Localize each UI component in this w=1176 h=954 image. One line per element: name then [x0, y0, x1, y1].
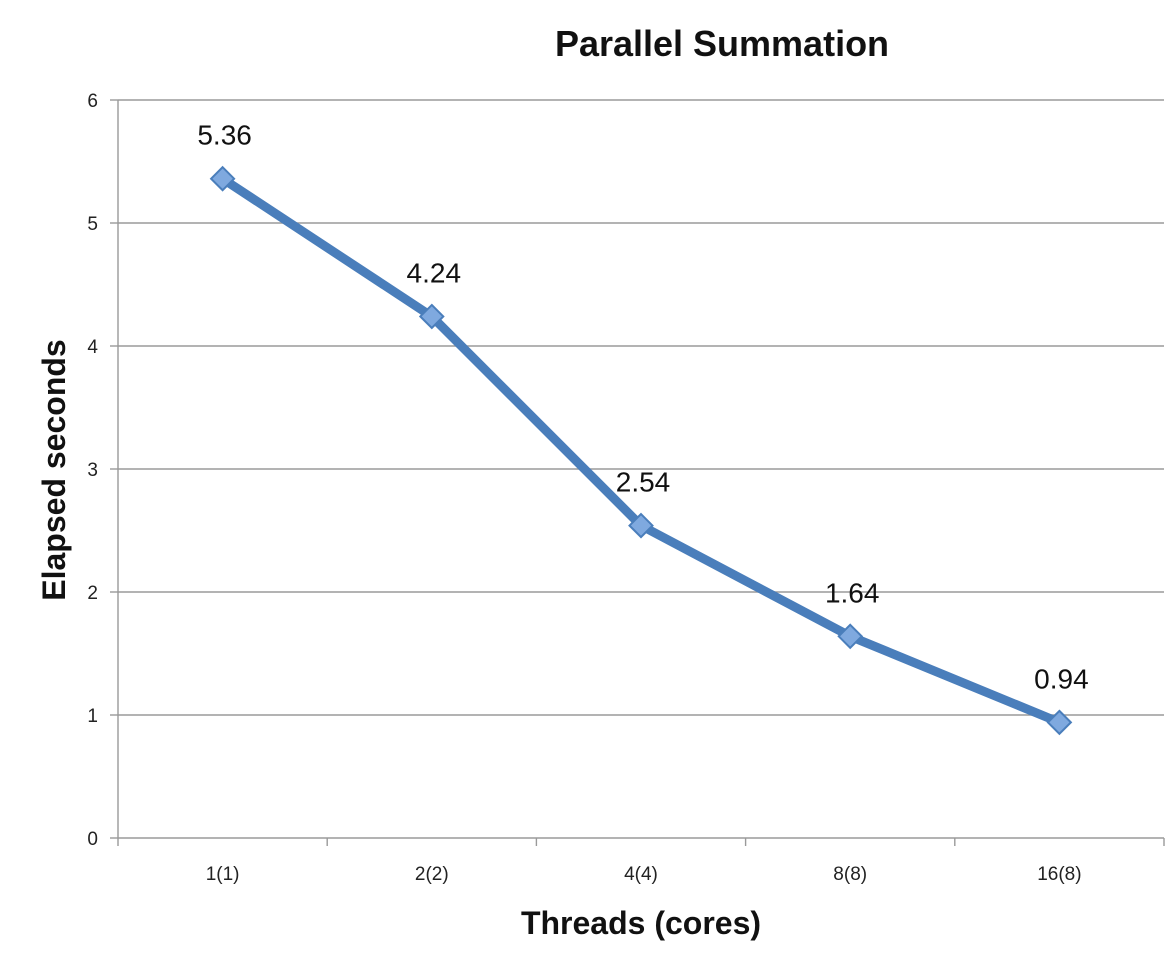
data-point-marker [837, 623, 864, 650]
y-axis-label: Elapsed seconds [36, 339, 72, 600]
x-tick-label: 16(8) [1037, 864, 1081, 885]
data-label: 0.94 [1034, 663, 1089, 694]
y-tick-label: 1 [87, 706, 98, 727]
data-point-marker [1046, 709, 1073, 736]
y-axis-ticks: 0 1 2 3 4 5 6 [87, 91, 118, 850]
x-tick-label: 4(4) [624, 864, 658, 885]
chart-title: Parallel Summation [555, 23, 889, 64]
data-label: 2.54 [616, 467, 671, 498]
data-label: 5.36 [197, 120, 252, 151]
data-label: 1.64 [825, 577, 880, 608]
data-point-marker [628, 512, 654, 539]
data-point-marker [418, 303, 445, 330]
x-axis-label: Threads (cores) [521, 905, 761, 941]
data-point-marker [209, 165, 236, 192]
data-labels: 5.36 4.24 2.54 1.64 0.94 [197, 120, 1088, 695]
gridlines [118, 99, 1164, 716]
y-tick-label: 6 [87, 91, 98, 112]
series-line [218, 174, 1064, 727]
x-tick-label: 1(1) [206, 864, 240, 885]
x-axis-ticks: 1(1) 2(2) 4(4) 8(8) 16(8) [117, 838, 1165, 885]
y-tick-label: 5 [87, 214, 98, 235]
series-group [209, 165, 1073, 736]
y-tick-label: 3 [87, 460, 98, 481]
x-tick-label: 8(8) [833, 864, 867, 885]
x-tick-label: 2(2) [415, 864, 449, 885]
data-label: 4.24 [407, 257, 462, 288]
y-tick-label: 0 [87, 829, 98, 850]
y-tick-label: 4 [87, 337, 98, 358]
y-tick-label: 2 [87, 583, 98, 604]
